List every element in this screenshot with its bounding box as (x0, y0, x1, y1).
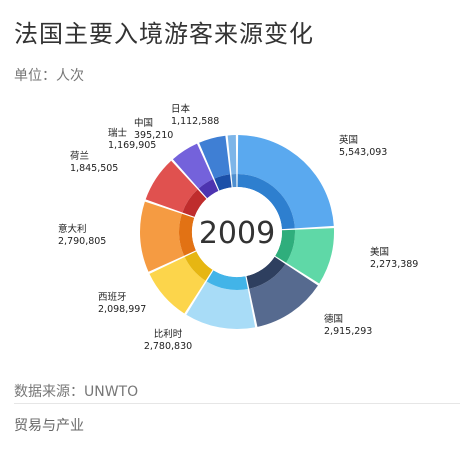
slice-8 (172, 143, 214, 189)
inner-slice-7 (182, 189, 207, 217)
inner-slice-10 (231, 174, 237, 188)
slice-category-label: 美国 (370, 246, 389, 258)
inner-slice-8 (198, 179, 219, 199)
slice-2 (286, 228, 335, 284)
slice-category-label: 英国 (339, 134, 358, 146)
labels-group: 英国5,543,093 美国2,273,389 德国2,915,293 比利时2,78… (58, 103, 418, 352)
slices-group (139, 135, 335, 329)
donut-center (192, 187, 282, 277)
inner-slice-1 (237, 174, 295, 230)
slice-category-label: 瑞士 (108, 127, 128, 139)
inner-slice-3 (246, 256, 286, 289)
slice-value-label: 1,845,505 (70, 163, 118, 174)
donut-chart: 2009 英国5,543,093 美国2,273,389 德国2,915,293 比利… (58, 103, 418, 352)
slice-7 (145, 160, 198, 213)
slice-6 (139, 201, 185, 272)
footer-category: 贸易与产业 (14, 418, 84, 434)
slice-value-label: 2,273,389 (370, 259, 418, 270)
unit-label: 单位：人次 (14, 68, 84, 84)
inner-slice-9 (214, 174, 232, 191)
divider (14, 403, 460, 404)
slice-value-label: 395,210 (134, 130, 173, 141)
slice-value-label: 2,780,830 (144, 341, 192, 352)
slice-category-label: 荷兰 (70, 150, 89, 162)
inner-slice-2 (275, 229, 295, 263)
center-year-label: 2009 (199, 216, 275, 251)
slice-category-label: 日本 (171, 103, 191, 115)
slice-5 (149, 257, 206, 314)
chart-title: 法国主要入境游客来源变化 (14, 20, 314, 48)
inner-slice-6 (179, 213, 196, 256)
data-source: 数据来源：UNWTO (14, 384, 139, 400)
slice-value-label: 2,098,997 (98, 304, 146, 315)
slice-value-label: 2,915,293 (324, 326, 372, 337)
slice-4 (186, 281, 256, 329)
slice-value-label: 5,543,093 (339, 147, 387, 158)
slice-3 (249, 263, 318, 327)
inner-slice-5 (184, 251, 213, 281)
slice-9 (199, 135, 231, 179)
slice-category-label: 中国 (134, 117, 153, 129)
slice-1 (237, 135, 334, 229)
slice-value-label: 2,790,805 (58, 236, 106, 247)
slice-10 (227, 135, 237, 175)
slice-category-label: 意大利 (58, 223, 87, 235)
slice-value-label: 1,112,588 (171, 116, 219, 127)
inner-ring-group (179, 174, 295, 290)
slice-value-label: 1,169,905 (108, 140, 156, 151)
slice-category-label: 德国 (324, 313, 343, 325)
inner-slice-4 (206, 270, 248, 290)
slice-category-label: 西班牙 (98, 291, 127, 303)
slice-category-label: 比利时 (154, 328, 183, 340)
